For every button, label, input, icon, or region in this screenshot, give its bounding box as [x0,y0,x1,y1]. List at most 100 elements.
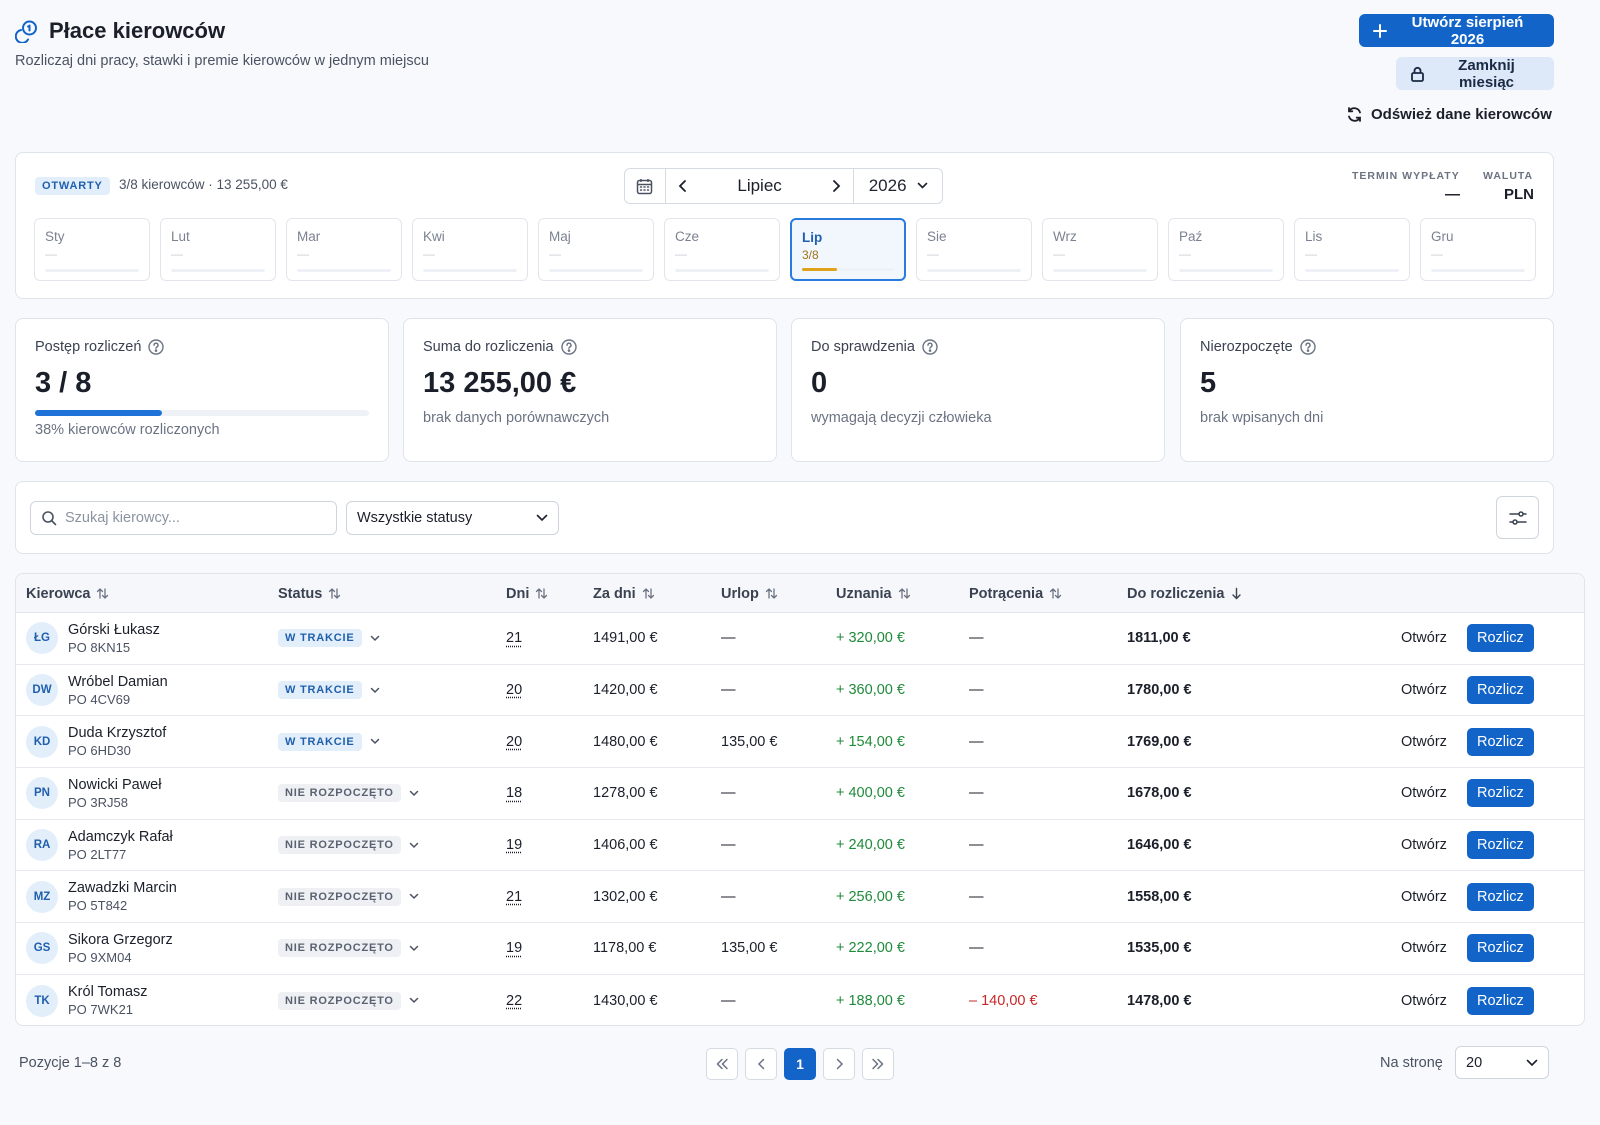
search-input[interactable] [65,510,315,526]
status-dropdown[interactable]: W TRAKCIE [278,613,380,664]
col-leave[interactable]: Urlop [721,574,778,613]
open-link[interactable]: Otwórz [1401,992,1447,1009]
search-box [30,501,337,535]
chevron-down-icon [370,738,380,745]
prev-page-button[interactable] [745,1048,777,1080]
open-link[interactable]: Otwórz [1401,785,1447,802]
leave-value: 135,00 € [721,940,778,957]
to-settle-value: 1769,00 € [1127,733,1192,750]
status-dropdown[interactable]: W TRAKCIE [278,716,380,767]
help-icon[interactable] [922,339,938,355]
open-link[interactable]: Otwórz [1401,837,1447,854]
settle-button[interactable]: Rozlicz [1467,831,1534,860]
driver-name[interactable]: Adamczyk Rafał [68,828,173,845]
days-value[interactable]: 22 [506,992,523,1009]
month-tile[interactable]: Paź — [1168,218,1284,281]
days-value[interactable]: 20 [506,733,523,750]
refresh-drivers-button[interactable]: Odśwież dane kierowców [1346,106,1552,123]
avatar: TK [26,984,58,1017]
prev-month-button[interactable] [666,169,700,203]
open-link[interactable]: Otwórz [1401,630,1447,647]
month-tile[interactable]: Kwi — [412,218,528,281]
col-deductions[interactable]: Potrącenia [969,574,1062,613]
status-dropdown[interactable]: NIE ROZPOCZĘTO [278,768,419,819]
help-icon[interactable] [560,339,577,355]
col-driver[interactable]: Kierowca [26,574,109,613]
calendar-icon[interactable] [625,169,665,203]
month-name: Wrz [1053,229,1077,244]
month-tile[interactable]: Sty — [34,218,150,281]
month-name: Paź [1179,229,1203,244]
settle-button[interactable]: Rozlicz [1467,727,1534,756]
currency-label: WALUTA [1483,170,1534,182]
status-badge: NIE ROZPOCZĘTO [278,836,401,855]
bonuses-value: + 188,00 € [836,992,905,1009]
driver-name[interactable]: Wróbel Damian [68,673,168,690]
month-value: — [675,247,687,261]
driver-name[interactable]: Duda Krzysztof [68,725,167,742]
avatar: ŁG [26,622,58,655]
first-page-button[interactable] [706,1048,738,1080]
days-value[interactable]: 18 [506,785,523,802]
driver-name[interactable]: Król Tomasz [68,984,148,1001]
open-link[interactable]: Otwórz [1401,888,1447,905]
to-settle-value: 1535,00 € [1127,940,1192,957]
avatar: MZ [26,880,58,913]
settle-button[interactable]: Rozlicz [1467,779,1534,808]
settle-button[interactable]: Rozlicz [1467,882,1534,911]
month-tile[interactable]: Lut — [160,218,276,281]
driver-name[interactable]: Górski Łukasz [68,621,160,638]
page-button-current[interactable]: 1 [784,1048,816,1080]
col-bonuses[interactable]: Uznania [836,574,911,613]
for-days-value: 1480,00 € [593,733,658,750]
column-settings-button[interactable] [1496,496,1539,539]
month-tile[interactable]: Gru — [1420,218,1536,281]
settle-button[interactable]: Rozlicz [1467,934,1534,963]
open-link[interactable]: Otwórz [1401,940,1447,957]
deductions-value: — [969,940,984,957]
days-value[interactable]: 21 [506,630,523,647]
next-month-button[interactable] [819,169,853,203]
driver-name[interactable]: Zawadzki Marcin [68,880,177,897]
days-value[interactable]: 19 [506,837,523,854]
month-tile[interactable]: Lis — [1294,218,1410,281]
settle-button[interactable]: Rozlicz [1467,676,1534,705]
driver-name[interactable]: Nowicki Paweł [68,776,162,793]
month-tile[interactable]: Maj — [538,218,654,281]
days-value[interactable]: 20 [506,682,523,699]
month-tile[interactable]: Sie — [916,218,1032,281]
month-tile[interactable]: Lip 3/8 [790,218,906,281]
close-month-button[interactable]: Zamknij miesiąc [1396,57,1554,91]
driver-name[interactable]: Sikora Grzegorz [68,931,173,948]
month-tile[interactable]: Mar — [286,218,402,281]
create-month-button[interactable]: Utwórz sierpień 2026 [1359,14,1554,48]
status-dropdown[interactable]: W TRAKCIE [278,665,380,716]
col-to-settle[interactable]: Do rozliczenia [1127,574,1242,613]
per-page-select[interactable]: 20 [1455,1046,1549,1079]
col-days[interactable]: Dni [506,574,548,613]
month-tile[interactable]: Cze — [664,218,780,281]
help-icon[interactable] [148,339,165,355]
open-link[interactable]: Otwórz [1401,682,1447,699]
table-row: PN Nowicki Paweł PO 3RJ58 NIE ROZPOCZĘTO 18 1… [16,768,1584,820]
status-dropdown[interactable]: NIE ROZPOCZĘTO [278,923,419,974]
settle-button[interactable]: Rozlicz [1467,624,1534,653]
status-dropdown[interactable]: NIE ROZPOCZĘTO [278,871,419,922]
col-status[interactable]: Status [278,574,341,613]
month-tile[interactable]: Wrz — [1042,218,1158,281]
open-link[interactable]: Otwórz [1401,733,1447,750]
days-value[interactable]: 21 [506,888,523,905]
last-page-button[interactable] [862,1048,894,1080]
days-value[interactable]: 19 [506,940,523,957]
col-for-days[interactable]: Za dni [593,574,655,613]
status-dropdown[interactable]: NIE ROZPOCZĘTO [278,975,419,1025]
kpi-review-label: Do sprawdzenia [811,339,915,355]
month-progress-bar [1431,269,1525,272]
help-icon[interactable] [1299,339,1316,355]
status-dropdown[interactable]: NIE ROZPOCZĘTO [278,820,419,871]
year-select[interactable]: 2026 [854,169,942,203]
next-page-button[interactable] [823,1048,855,1080]
settle-button[interactable]: Rozlicz [1467,986,1534,1015]
status-filter-select[interactable]: Wszystkie statusy [346,501,559,535]
for-days-value: 1420,00 € [593,682,658,699]
